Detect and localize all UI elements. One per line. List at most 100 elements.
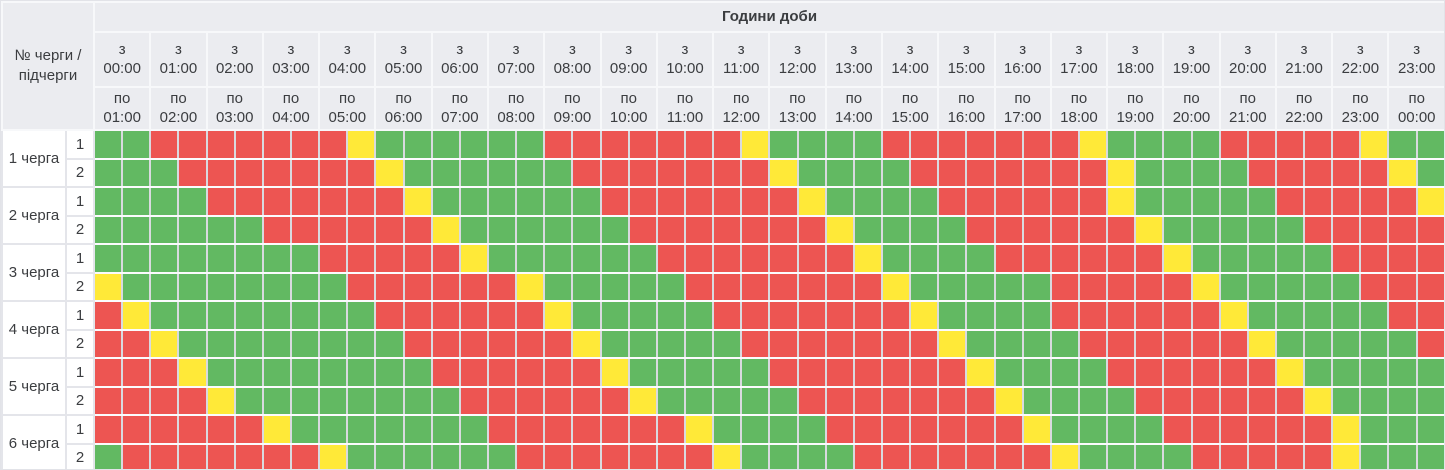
schedule-cell: [122, 358, 152, 388]
schedule-cell: [656, 272, 686, 302]
schedule-cell: [1078, 415, 1109, 445]
schedule-cell: [825, 130, 855, 160]
schedule-cell: [572, 415, 602, 445]
schedule-row: 6 черга 1: [1, 414, 1444, 469]
hour-from-header: з 03:00: [261, 31, 321, 88]
schedule-cell: [291, 158, 321, 188]
schedule-cell: [1022, 443, 1052, 469]
schedule-cell: [966, 443, 996, 469]
schedule-cell: [1304, 386, 1334, 416]
schedule-cell: [206, 329, 236, 359]
schedule-cell: [319, 443, 349, 469]
schedule-cell: [1275, 215, 1306, 245]
schedule-cell: [1022, 244, 1052, 274]
schedule-cell: [994, 415, 1024, 445]
schedule-cell: [262, 301, 293, 331]
schedule-cell: [403, 386, 433, 416]
schedule-cell: [178, 272, 208, 302]
schedule-cell: [966, 130, 996, 160]
schedule-cell: [150, 415, 180, 445]
schedule-cell: [853, 272, 883, 302]
schedule-cell: [544, 215, 574, 245]
schedule-cell: [1416, 443, 1444, 469]
schedule-cell: [1416, 301, 1444, 331]
schedule-cell: [966, 386, 996, 416]
hour-to-header: по 13:00: [768, 86, 827, 131]
schedule-cell: [1388, 386, 1418, 416]
schedule-cell: [1416, 158, 1444, 188]
hour-to-header: по 02:00: [149, 86, 208, 131]
schedule-cell: [713, 329, 743, 359]
schedule-cell: [600, 158, 630, 188]
schedule-cell: [572, 187, 602, 217]
schedule-cell: [881, 358, 912, 388]
schedule-cell: [150, 386, 180, 416]
queue-label: 2 черга: [1, 186, 67, 245]
schedule-cell: [347, 130, 377, 160]
schedule-cell: [291, 415, 321, 445]
schedule-cell: [797, 358, 827, 388]
schedule-cell: [234, 187, 264, 217]
hour-from-header: з 20:00: [1218, 31, 1277, 88]
hour-to-header: по 03:00: [205, 86, 264, 131]
schedule-cell: [713, 415, 743, 445]
schedule-cell: [1050, 187, 1080, 217]
schedule-cell: [572, 158, 602, 188]
schedule-cell: [234, 386, 264, 416]
schedule-cell: [459, 415, 489, 445]
schedule-cell: [431, 329, 461, 359]
schedule-cell: [1360, 272, 1390, 302]
hour-to-header: по 17:00: [993, 86, 1052, 131]
hour-to-header: по 23:00: [1331, 86, 1390, 131]
schedule-cell: [94, 244, 124, 274]
schedule-row: 1 черга 1: [1, 129, 1444, 188]
hour-from-header: з 09:00: [599, 31, 658, 88]
schedule-cell: [347, 215, 377, 245]
schedule-cell: [262, 329, 293, 359]
schedule-cell: [572, 358, 602, 388]
schedule-cell: [206, 244, 236, 274]
schedule-cell: [1163, 244, 1193, 274]
schedule-cell: [459, 329, 489, 359]
schedule-row: 2: [2, 271, 1444, 302]
schedule-cell: [994, 130, 1024, 160]
schedule-cell: [150, 130, 180, 160]
schedule-cell: [347, 329, 377, 359]
schedule-cell: [1191, 301, 1221, 331]
schedule-cell: [741, 415, 771, 445]
schedule-cell: [684, 187, 715, 217]
schedule-cell: [1304, 158, 1334, 188]
hour-from-header: з 00:00: [93, 31, 152, 88]
schedule-cell: [150, 244, 180, 274]
schedule-cell: [1078, 443, 1109, 469]
schedule-cell: [1022, 158, 1052, 188]
schedule-cell: [122, 244, 152, 274]
schedule-row: 5 черга 1: [1, 357, 1444, 416]
schedule-cell: [375, 386, 405, 416]
schedule-cell: [628, 443, 658, 469]
schedule-cell: [684, 244, 715, 274]
schedule-cell: [291, 215, 321, 245]
queue-label: 5 черга: [1, 357, 67, 416]
schedule-cell: [684, 215, 715, 245]
schedule-cell: [347, 443, 377, 469]
schedule-cell: [262, 187, 293, 217]
schedule-cell: [656, 215, 686, 245]
schedule-cell: [291, 187, 321, 217]
schedule-cell: [459, 358, 489, 388]
schedule-cell: [797, 187, 827, 217]
schedule-cell: [769, 215, 799, 245]
schedule-cell: [1078, 158, 1109, 188]
hour-to-header: по 10:00: [599, 86, 658, 131]
schedule-cell: [656, 187, 686, 217]
schedule-cell: [1191, 158, 1221, 188]
schedule-cell: [1050, 215, 1080, 245]
schedule-cell: [628, 158, 658, 188]
schedule-cell: [1022, 386, 1052, 416]
schedule-cell: [375, 329, 405, 359]
schedule-cell: [94, 358, 124, 388]
schedule-cell: [291, 443, 321, 469]
schedule-cell: [994, 215, 1024, 245]
schedule-cell: [1135, 158, 1165, 188]
